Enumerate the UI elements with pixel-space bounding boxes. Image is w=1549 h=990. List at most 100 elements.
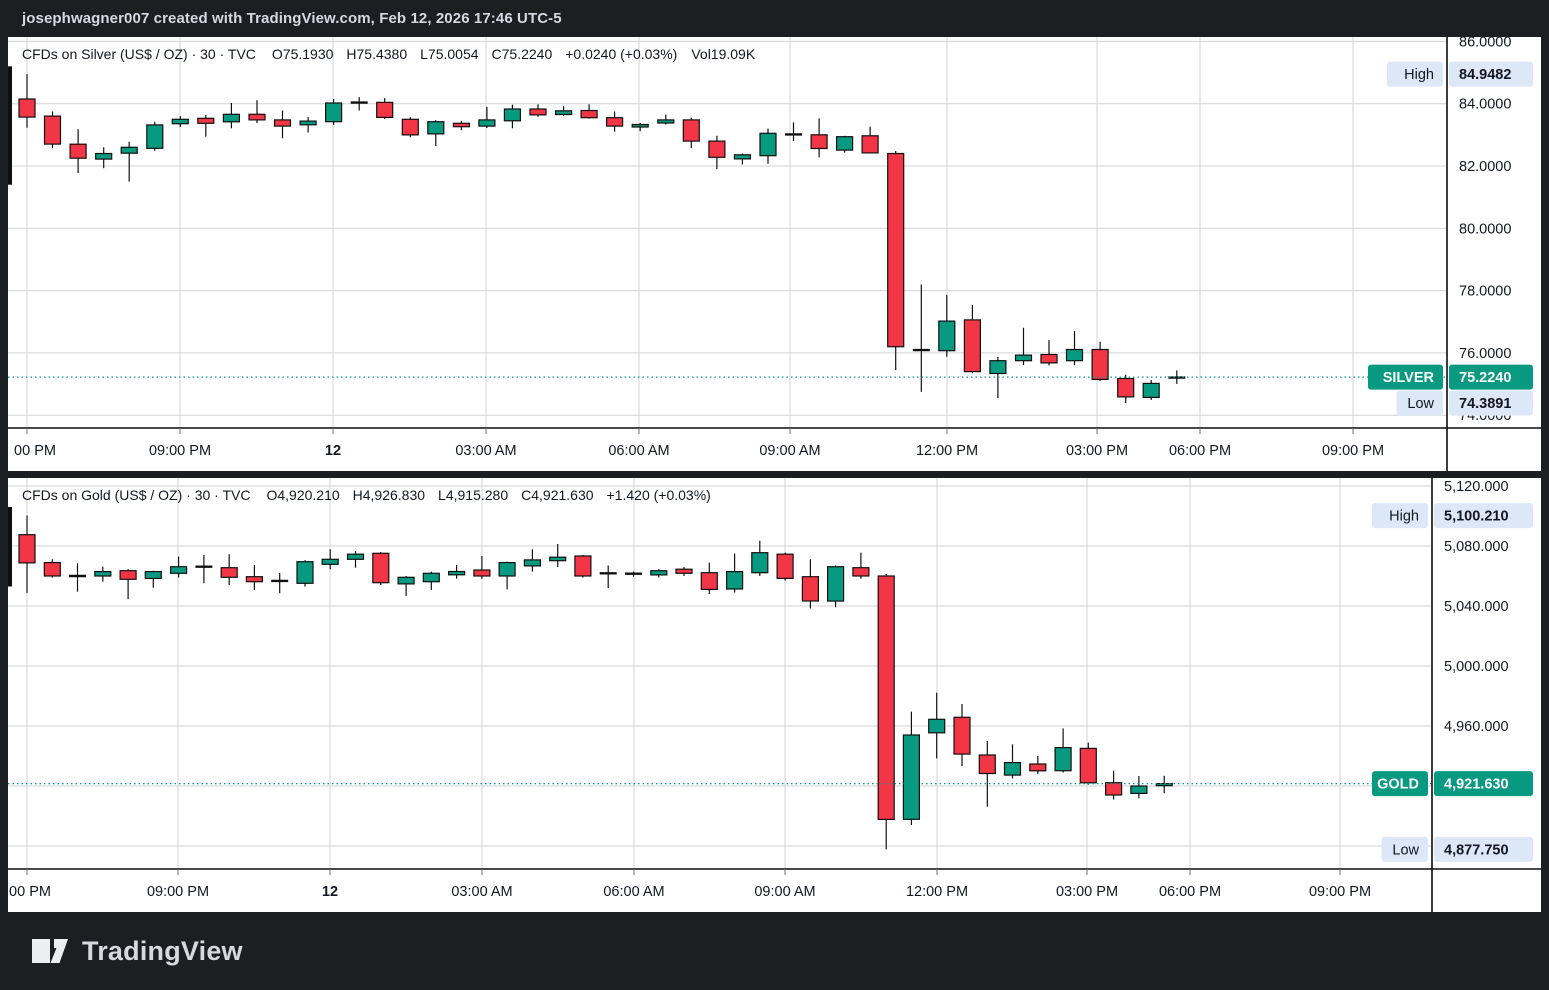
svg-text:06:00 AM: 06:00 AM	[603, 884, 664, 900]
candle	[963, 304, 982, 374]
candle	[273, 110, 292, 139]
candle	[346, 550, 365, 568]
svg-text:5,000.000: 5,000.000	[1444, 659, 1509, 675]
svg-text:Low: Low	[1392, 842, 1419, 858]
low-price-badge: Low 74.3891	[1396, 390, 1533, 416]
svg-text:03:00 PM: 03:00 PM	[1056, 884, 1118, 900]
svg-text:06:00 PM: 06:00 PM	[1159, 884, 1221, 900]
svg-text:12: 12	[322, 884, 338, 900]
candle	[1014, 327, 1033, 366]
candle	[675, 567, 693, 576]
candle	[245, 565, 263, 590]
svg-text:75.2240: 75.2240	[1459, 370, 1511, 386]
candle	[220, 554, 238, 585]
candle	[321, 549, 339, 570]
candle	[554, 106, 573, 117]
candle	[119, 569, 137, 600]
candle	[785, 122, 802, 142]
svg-text:76.0000: 76.0000	[1459, 346, 1511, 362]
svg-text:09:00 AM: 09:00 AM	[754, 884, 815, 900]
svg-text:4,877.750: 4,877.750	[1444, 842, 1509, 858]
candle	[902, 711, 921, 825]
candle	[94, 566, 112, 582]
candle	[372, 552, 390, 585]
candle	[1040, 340, 1058, 366]
candle	[580, 104, 598, 119]
svg-text:09:00 PM: 09:00 PM	[1322, 443, 1384, 459]
candle	[427, 120, 445, 146]
candle	[43, 111, 62, 149]
svg-text:09:00 PM: 09:00 PM	[149, 443, 211, 459]
candle	[144, 570, 162, 588]
svg-text:5,120.000: 5,120.000	[1444, 479, 1509, 495]
candle	[43, 559, 61, 578]
svg-text:84.9482: 84.9482	[1459, 67, 1511, 83]
svg-text:5,100.210: 5,100.210	[1444, 509, 1509, 525]
candle	[625, 571, 642, 577]
silver-candlestick-chart: 86.0000 84.0000 82.0000 80.0000 78.0000 76.00…	[8, 37, 1541, 471]
candle	[989, 357, 1007, 399]
svg-text:03:00 PM: 03:00 PM	[1066, 443, 1128, 459]
candle	[18, 74, 36, 128]
candle	[422, 571, 440, 590]
candle	[953, 704, 971, 767]
candle	[376, 98, 394, 119]
candle	[503, 104, 521, 129]
candle	[650, 569, 668, 578]
svg-text:High: High	[1389, 509, 1419, 525]
svg-text:12:00 PM: 12:00 PM	[916, 443, 978, 459]
svg-text:00 PM: 00 PM	[9, 884, 51, 900]
svg-text:High: High	[1404, 67, 1434, 83]
tradingview-brand-text: TradingView	[82, 935, 243, 966]
gold-candlestick-chart: 5,120.000 5,080.000 5,040.000 5,000.000 4,96…	[8, 478, 1541, 912]
candle	[1029, 756, 1047, 774]
candle	[1104, 770, 1123, 800]
candle	[978, 741, 996, 807]
candles	[18, 515, 1173, 850]
candle	[1142, 380, 1160, 400]
svg-text:GOLD: GOLD	[1377, 777, 1419, 793]
candle	[1155, 775, 1173, 794]
candle	[170, 556, 188, 578]
low-price-badge: Low 4,877.750	[1381, 836, 1533, 862]
candle	[271, 573, 289, 594]
candle	[325, 99, 343, 125]
price-axis: 5,120.000 5,080.000 5,040.000 5,000.000 4,96…	[1444, 479, 1509, 735]
candle	[700, 562, 718, 594]
attribution-text: josephwagner007 created with TradingView…	[22, 10, 562, 27]
silver-chart-pane: 86.0000 84.0000 82.0000 80.0000 78.0000 76.00…	[8, 37, 1541, 471]
last-price-badge: SILVER 75.2240	[1368, 364, 1533, 390]
candle	[1003, 744, 1022, 779]
candle	[776, 552, 794, 581]
candle	[1168, 370, 1186, 384]
svg-text:4,960.000: 4,960.000	[1444, 719, 1509, 735]
gold-chart-pane: 5,120.000 5,080.000 5,040.000 5,000.000 4,96…	[8, 478, 1541, 912]
clipped-candle	[8, 66, 12, 185]
svg-text:5,040.000: 5,040.000	[1444, 599, 1509, 615]
candle	[877, 574, 895, 850]
candle	[523, 549, 542, 572]
tradingview-logo-icon	[32, 939, 68, 963]
candle	[146, 121, 164, 151]
time-axis: 00 PM 09:00 PM 12 03:00 AM 06:00 AM 09:00 AM 1…	[9, 869, 1371, 900]
candle	[18, 515, 36, 593]
candle	[887, 151, 905, 371]
candle	[448, 565, 466, 579]
candle	[296, 560, 314, 587]
candle	[197, 114, 215, 137]
candle	[605, 111, 624, 132]
attribution-bar: josephwagner007 created with TradingView…	[0, 0, 1549, 37]
candle	[397, 576, 415, 596]
candle	[631, 123, 649, 132]
candle	[1079, 742, 1097, 785]
svg-text:86.0000: 86.0000	[1459, 37, 1511, 50]
candle	[1130, 776, 1148, 799]
candle	[810, 118, 828, 158]
svg-text:09:00 PM: 09:00 PM	[1309, 884, 1371, 900]
candle	[912, 284, 930, 392]
candle	[708, 135, 726, 170]
candle	[222, 103, 240, 129]
candle	[938, 295, 956, 357]
svg-text:Low: Low	[1407, 396, 1434, 412]
